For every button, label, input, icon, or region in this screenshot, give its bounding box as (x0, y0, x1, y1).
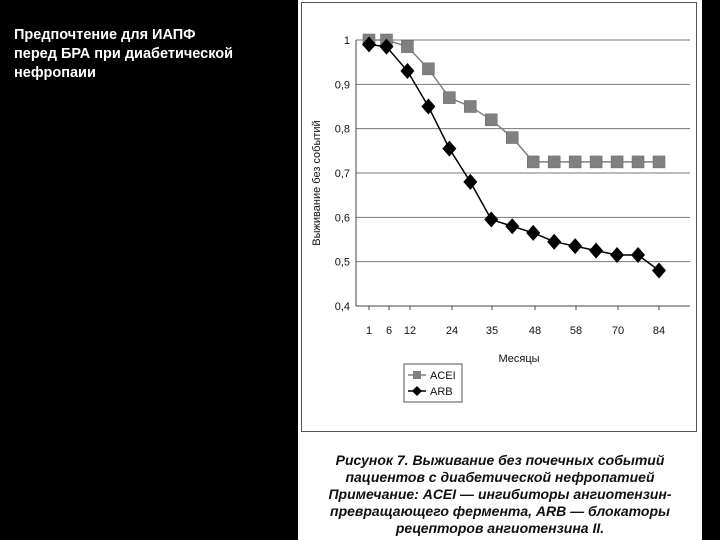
data-point-arb (421, 98, 436, 115)
x-tick-label: 12 (404, 325, 416, 337)
caption-line: превращающего фермента, ARB — блокаторы (330, 503, 670, 519)
figure-caption: Рисунок 7. Выживание без почечных событи… (300, 452, 700, 537)
data-point-arb (362, 36, 376, 53)
y-axis-label: Выживание без событий (311, 120, 323, 245)
data-point-arb (631, 247, 646, 264)
data-point-acei (464, 100, 477, 113)
x-tick-label: 58 (570, 325, 582, 337)
data-point-acei (547, 155, 561, 169)
slide-title: Предпочтение для ИАПФ перед БРА при диаб… (14, 27, 234, 81)
y-tick-label: 0,8 (335, 124, 350, 136)
data-point-acei (506, 131, 519, 144)
data-point-arb (379, 38, 394, 55)
data-point-acei (422, 62, 435, 76)
data-point-arb (442, 140, 457, 157)
data-point-acei (610, 155, 624, 169)
data-point-arb (652, 262, 666, 279)
x-tick-label: 48 (529, 325, 541, 337)
data-point-arb (568, 238, 583, 255)
data-point-arb (463, 173, 478, 190)
x-axis-label: Месяцы (498, 353, 539, 365)
caption-line: рецепторов ангиотензина II. (395, 520, 605, 536)
legend (403, 363, 463, 403)
data-point-arb (526, 224, 541, 241)
y-tick-label: 0,6 (335, 212, 350, 224)
x-tick-label: 84 (653, 325, 665, 337)
data-point-acei (631, 155, 645, 169)
x-tick-label: 35 (486, 325, 498, 337)
data-point-acei (526, 155, 540, 169)
x-tick-label: 24 (446, 325, 458, 337)
caption-line: Примечание: ACEI — ингибиторы ангиотензи… (328, 486, 672, 502)
data-point-arb (547, 233, 562, 250)
caption-line: Рисунок 7. Выживание без почечных событи… (335, 452, 665, 468)
x-tick-label: 6 (386, 325, 392, 337)
legend-marker (413, 371, 421, 379)
x-tick-label: 1 (366, 325, 372, 337)
legend-label: ARB (430, 386, 453, 398)
data-point-arb (610, 247, 625, 264)
data-point-acei (401, 40, 414, 53)
caption-line: пациентов с диабетической нефропатией (345, 469, 655, 485)
data-point-acei (568, 155, 582, 169)
y-tick-label: 0,4 (335, 301, 350, 313)
y-tick-label: 0,7 (335, 168, 350, 180)
data-point-acei (589, 155, 603, 169)
data-point-arb (505, 218, 520, 235)
x-tick-label: 70 (612, 325, 624, 337)
legend-marker (412, 386, 422, 396)
data-point-acei (652, 155, 666, 169)
data-point-arb (589, 242, 604, 259)
legend-label: ACEI (430, 370, 456, 382)
y-tick-label: 1 (344, 35, 350, 47)
data-point-arb (484, 211, 499, 228)
data-point-acei (443, 91, 456, 104)
data-point-arb (400, 63, 415, 80)
y-tick-label: 0,9 (335, 79, 350, 91)
data-point-acei (485, 113, 498, 127)
y-tick-label: 0,5 (335, 257, 350, 269)
